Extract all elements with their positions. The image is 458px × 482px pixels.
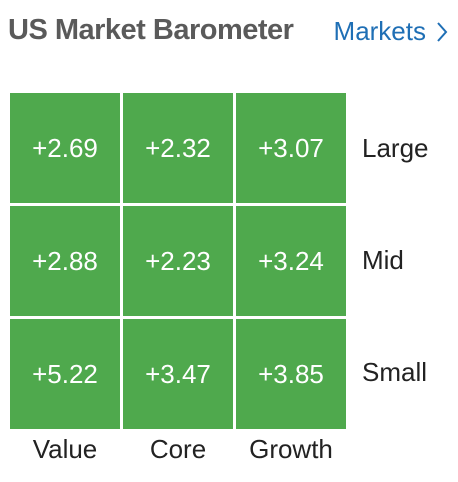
cell-large-value[interactable]: +2.69 <box>10 93 120 203</box>
cell-large-core[interactable]: +2.32 <box>123 93 233 203</box>
cell-mid-core[interactable]: +2.23 <box>123 206 233 316</box>
cell-small-growth[interactable]: +3.85 <box>236 319 346 429</box>
cell-small-value[interactable]: +5.22 <box>10 319 120 429</box>
markets-link[interactable]: Markets <box>334 16 448 47</box>
row-label-large: Large <box>362 133 429 163</box>
cell-large-growth[interactable]: +3.07 <box>236 93 346 203</box>
page-title: US Market Barometer <box>8 14 294 46</box>
row-label-small: Small <box>362 357 428 387</box>
col-label-value: Value <box>32 434 98 464</box>
col-label-growth: Growth <box>249 434 333 464</box>
cell-small-core[interactable]: +3.47 <box>123 319 233 429</box>
col-label-core: Core <box>149 434 207 464</box>
header: US Market Barometer Markets <box>0 0 458 72</box>
cell-mid-growth[interactable]: +3.24 <box>236 206 346 316</box>
barometer-grid: +2.69 +2.32 +3.07 +2.88 +2.23 +3.24 +5.2… <box>10 93 346 429</box>
row-label-mid: Mid <box>362 245 404 275</box>
chevron-right-icon <box>437 21 448 42</box>
markets-link-label: Markets <box>333 16 426 46</box>
cell-mid-value[interactable]: +2.88 <box>10 206 120 316</box>
